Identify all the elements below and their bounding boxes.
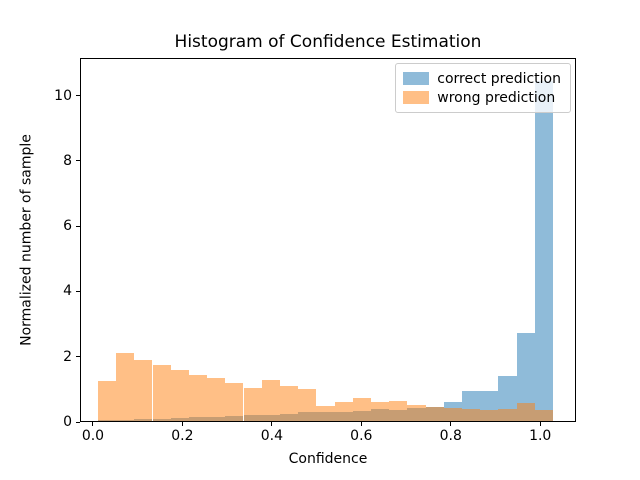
legend-label-wrong: wrong prediction <box>437 89 556 106</box>
histogram-bar-wrong <box>498 408 517 422</box>
histogram-bar-wrong <box>334 401 353 422</box>
y-tick-label: 2 <box>63 348 72 365</box>
y-tick-mark <box>76 356 80 358</box>
x-tick-label: 0.6 <box>350 428 373 444</box>
x-tick-label: 0.0 <box>81 428 105 444</box>
y-tick-label: 6 <box>63 218 72 235</box>
x-tick-mark <box>360 422 362 426</box>
legend-swatch-correct-icon <box>403 72 430 85</box>
x-tick-label: 0.8 <box>439 428 462 444</box>
histogram-bar-wrong <box>425 407 444 422</box>
x-tick-label: 1.0 <box>529 428 552 444</box>
histogram-bar-wrong <box>443 408 462 422</box>
plot-area <box>80 58 576 422</box>
x-tick-mark <box>539 422 541 426</box>
legend-label-correct: correct prediction <box>437 70 561 87</box>
legend-item-wrong: wrong prediction <box>403 88 561 107</box>
x-tick-label: 0.4 <box>260 428 283 444</box>
histogram-bar-wrong <box>316 405 335 422</box>
y-tick-label: 10 <box>54 87 72 104</box>
legend-item-correct: correct prediction <box>403 69 561 88</box>
histogram-bar-wrong <box>243 387 262 422</box>
histogram-bar-wrong <box>97 381 117 422</box>
histogram-bar-correct <box>534 80 553 422</box>
y-tick-label: 4 <box>63 283 72 300</box>
y-tick-label: 0 <box>63 414 72 430</box>
histogram-bar-wrong <box>534 410 553 422</box>
histogram-bar-correct <box>516 333 535 422</box>
histogram-bar-wrong <box>407 405 426 422</box>
y-tick-mark <box>76 225 80 227</box>
x-tick-label: 0.2 <box>171 428 194 444</box>
y-tick-mark <box>76 290 80 292</box>
histogram-bar-wrong <box>516 403 535 422</box>
histogram-bar-wrong <box>480 409 499 422</box>
histogram-bar-wrong <box>261 380 280 422</box>
histogram-bar-wrong <box>116 353 135 422</box>
y-tick-label: 8 <box>63 152 72 169</box>
y-tick-mark <box>76 160 80 162</box>
histogram-bar-wrong <box>389 401 408 422</box>
histogram-bar-wrong <box>298 388 317 422</box>
histogram-bar-wrong <box>134 359 153 422</box>
histogram-bar-wrong <box>225 382 244 422</box>
histogram-bar-wrong <box>207 377 226 422</box>
y-tick-mark <box>76 421 80 423</box>
y-tick-mark <box>76 95 80 97</box>
x-tick-mark <box>92 422 94 426</box>
y-axis-label: Normalized number of sample <box>18 134 35 346</box>
x-tick-mark <box>450 422 452 426</box>
legend: correct prediction wrong prediction <box>395 63 571 113</box>
histogram-bar-wrong <box>279 386 299 422</box>
x-tick-mark <box>181 422 183 426</box>
histogram-bar-wrong <box>370 401 390 422</box>
chart-title: Histogram of Confidence Estimation <box>174 32 482 52</box>
histogram-bar-wrong <box>152 364 171 422</box>
histogram-bar-wrong <box>352 397 371 422</box>
x-axis-label: Confidence <box>288 451 368 467</box>
histogram-bar-wrong <box>188 374 208 422</box>
histogram-bar-wrong <box>461 408 481 422</box>
legend-swatch-wrong-icon <box>403 91 430 104</box>
histogram-bar-wrong <box>170 369 189 422</box>
x-tick-mark <box>271 422 273 426</box>
